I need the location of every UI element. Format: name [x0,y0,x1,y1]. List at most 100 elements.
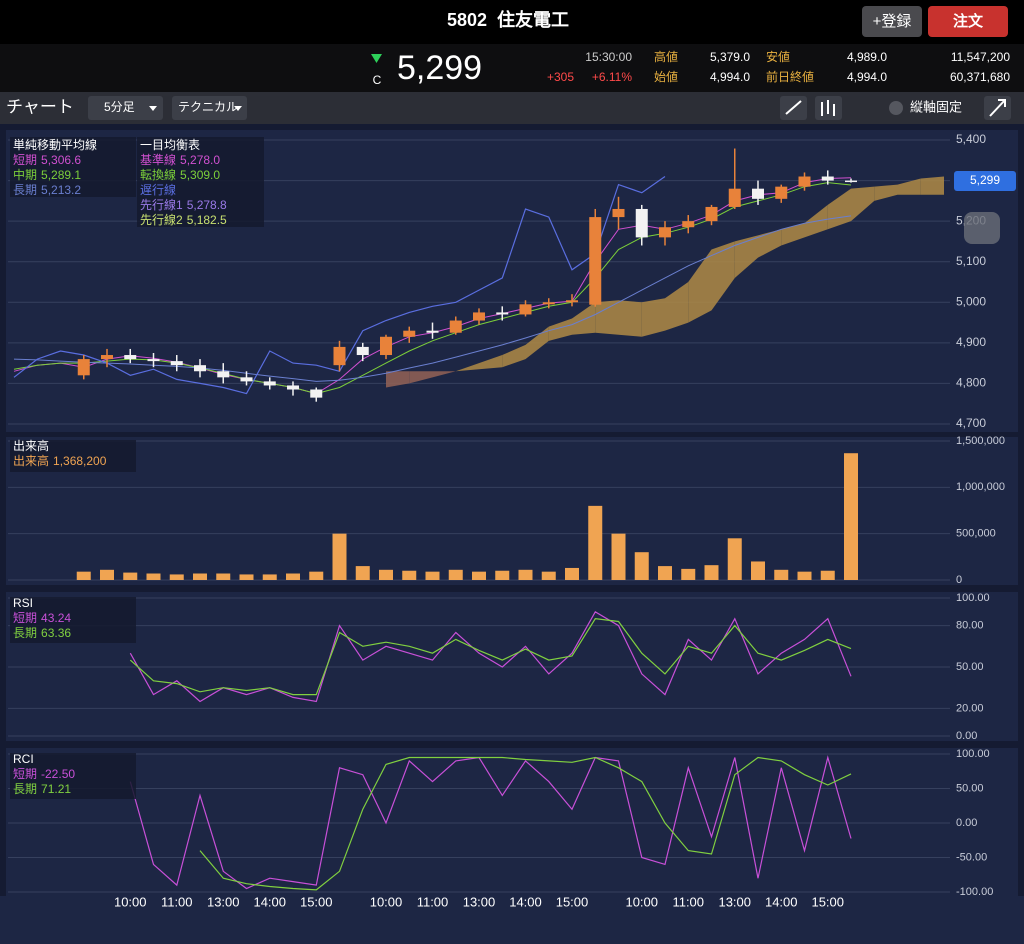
stock-name: 住友電工 [497,9,569,30]
x-tick-label: 10:00 [370,894,403,909]
legend-value: 43.24 [41,611,71,625]
legend-box [10,440,136,472]
candle-body [821,176,834,181]
field-value: 4,994.0 [710,70,750,84]
y-tick-label: 0.00 [956,730,977,742]
y-tick-label: 5,400 [956,132,986,146]
series-line [129,755,852,890]
field-value: 4,994.0 [847,70,887,84]
cloud-segment [386,371,410,388]
candle-body [542,302,555,305]
volume-bar [797,571,812,580]
register-button[interactable] [862,6,922,37]
legend-value: 5,213.2 [41,183,81,197]
candle-icon [821,100,835,116]
series-line [129,618,852,696]
volume-bar [309,571,324,580]
field-label: 前日終値 [766,69,814,84]
y-tick-label: 500,000 [956,528,996,540]
y-tick-label: 50.00 [956,661,984,673]
cloud-segment [781,223,805,246]
field-label: 安値 [766,49,790,64]
lock-label[interactable]: 縦軸固定 [910,99,962,114]
change: +305 [547,70,574,84]
panel-title: 出来高 [13,438,49,453]
toolbar [0,92,1024,124]
volume-bar [774,569,789,580]
legend-name: 短期 [13,611,37,625]
field-value: 5,379.0 [710,50,750,64]
register-label[interactable]: +登録 [873,13,912,30]
candle-body [775,186,788,199]
candle-body [566,300,578,303]
volume-bar [379,569,393,580]
legend-name: 長期 [13,782,37,796]
legend-value: 5,309.0 [180,168,220,182]
turnover: 60,371,680 [950,70,1010,84]
x-tick-label: 10:00 [625,894,658,909]
candle-body [287,385,299,390]
x-tick-label: 13:00 [718,894,751,909]
cloud-segment [920,176,944,195]
x-tick-label: 13:00 [207,894,240,909]
technical-label[interactable]: テクニカル [178,100,238,114]
current-price-label: 5,299 [970,173,1000,187]
legend-title: 一目均衡表 [140,138,200,152]
y-tick-label: 4,900 [956,335,986,349]
candle-body [728,188,741,207]
expand-icon [989,99,1006,117]
cloud-segment [688,249,712,323]
candle-body [519,304,532,315]
volume-bar [425,571,440,580]
order-button[interactable] [928,6,1008,37]
legend-title: 単純移動平均線 [13,137,97,152]
series-line [199,756,852,891]
legend-name: 中期 [13,167,37,182]
order-label[interactable]: 注文 [953,12,984,30]
x-tick-label: 15:00 [300,894,333,909]
interval-label[interactable]: 5分足 [104,100,135,114]
volume-bar [100,569,114,580]
volume-bar [169,574,184,580]
quote-bar [0,44,1024,92]
candle-body [496,312,509,315]
interval-select[interactable] [88,96,163,120]
legend-value: 63.36 [41,626,71,640]
change-pct: +6.11% [592,70,632,84]
chat-icon[interactable] [964,212,1000,244]
y-tick-label: 0 [956,574,962,586]
panel-title: RSI [13,596,33,610]
candle-body [263,381,276,386]
cloud-segment [548,318,572,341]
cloud-segment [409,371,433,384]
series-line [129,610,852,703]
candle-body [752,188,764,199]
y-tick-label: -50.00 [956,851,987,863]
y-tick-label: 4,700 [956,416,986,430]
candle-body [333,346,346,366]
technical-select[interactable] [172,96,247,120]
price-mark: C [373,73,382,87]
volume-bar [565,567,579,580]
volume-bar [518,569,533,580]
x-tick-label: 11:00 [417,894,449,909]
legend-box [10,137,136,197]
volume-bar [286,573,300,580]
x-tick-label: 14:00 [253,894,286,909]
volume-bar [472,571,486,580]
candle-body [612,208,625,218]
dropdown-icon [149,106,157,111]
volume-bar [634,552,649,580]
volume-bar [495,570,510,580]
candle-body [682,221,695,228]
candle-body [170,361,183,366]
cloud-segment [711,241,735,311]
legend-value: 5,306.6 [41,153,81,167]
x-tick-label: 11:00 [672,894,704,909]
lock-toggle[interactable] [889,101,903,115]
legend-box [10,597,136,643]
cloud-segment [572,302,596,335]
volume-bar [448,569,463,580]
